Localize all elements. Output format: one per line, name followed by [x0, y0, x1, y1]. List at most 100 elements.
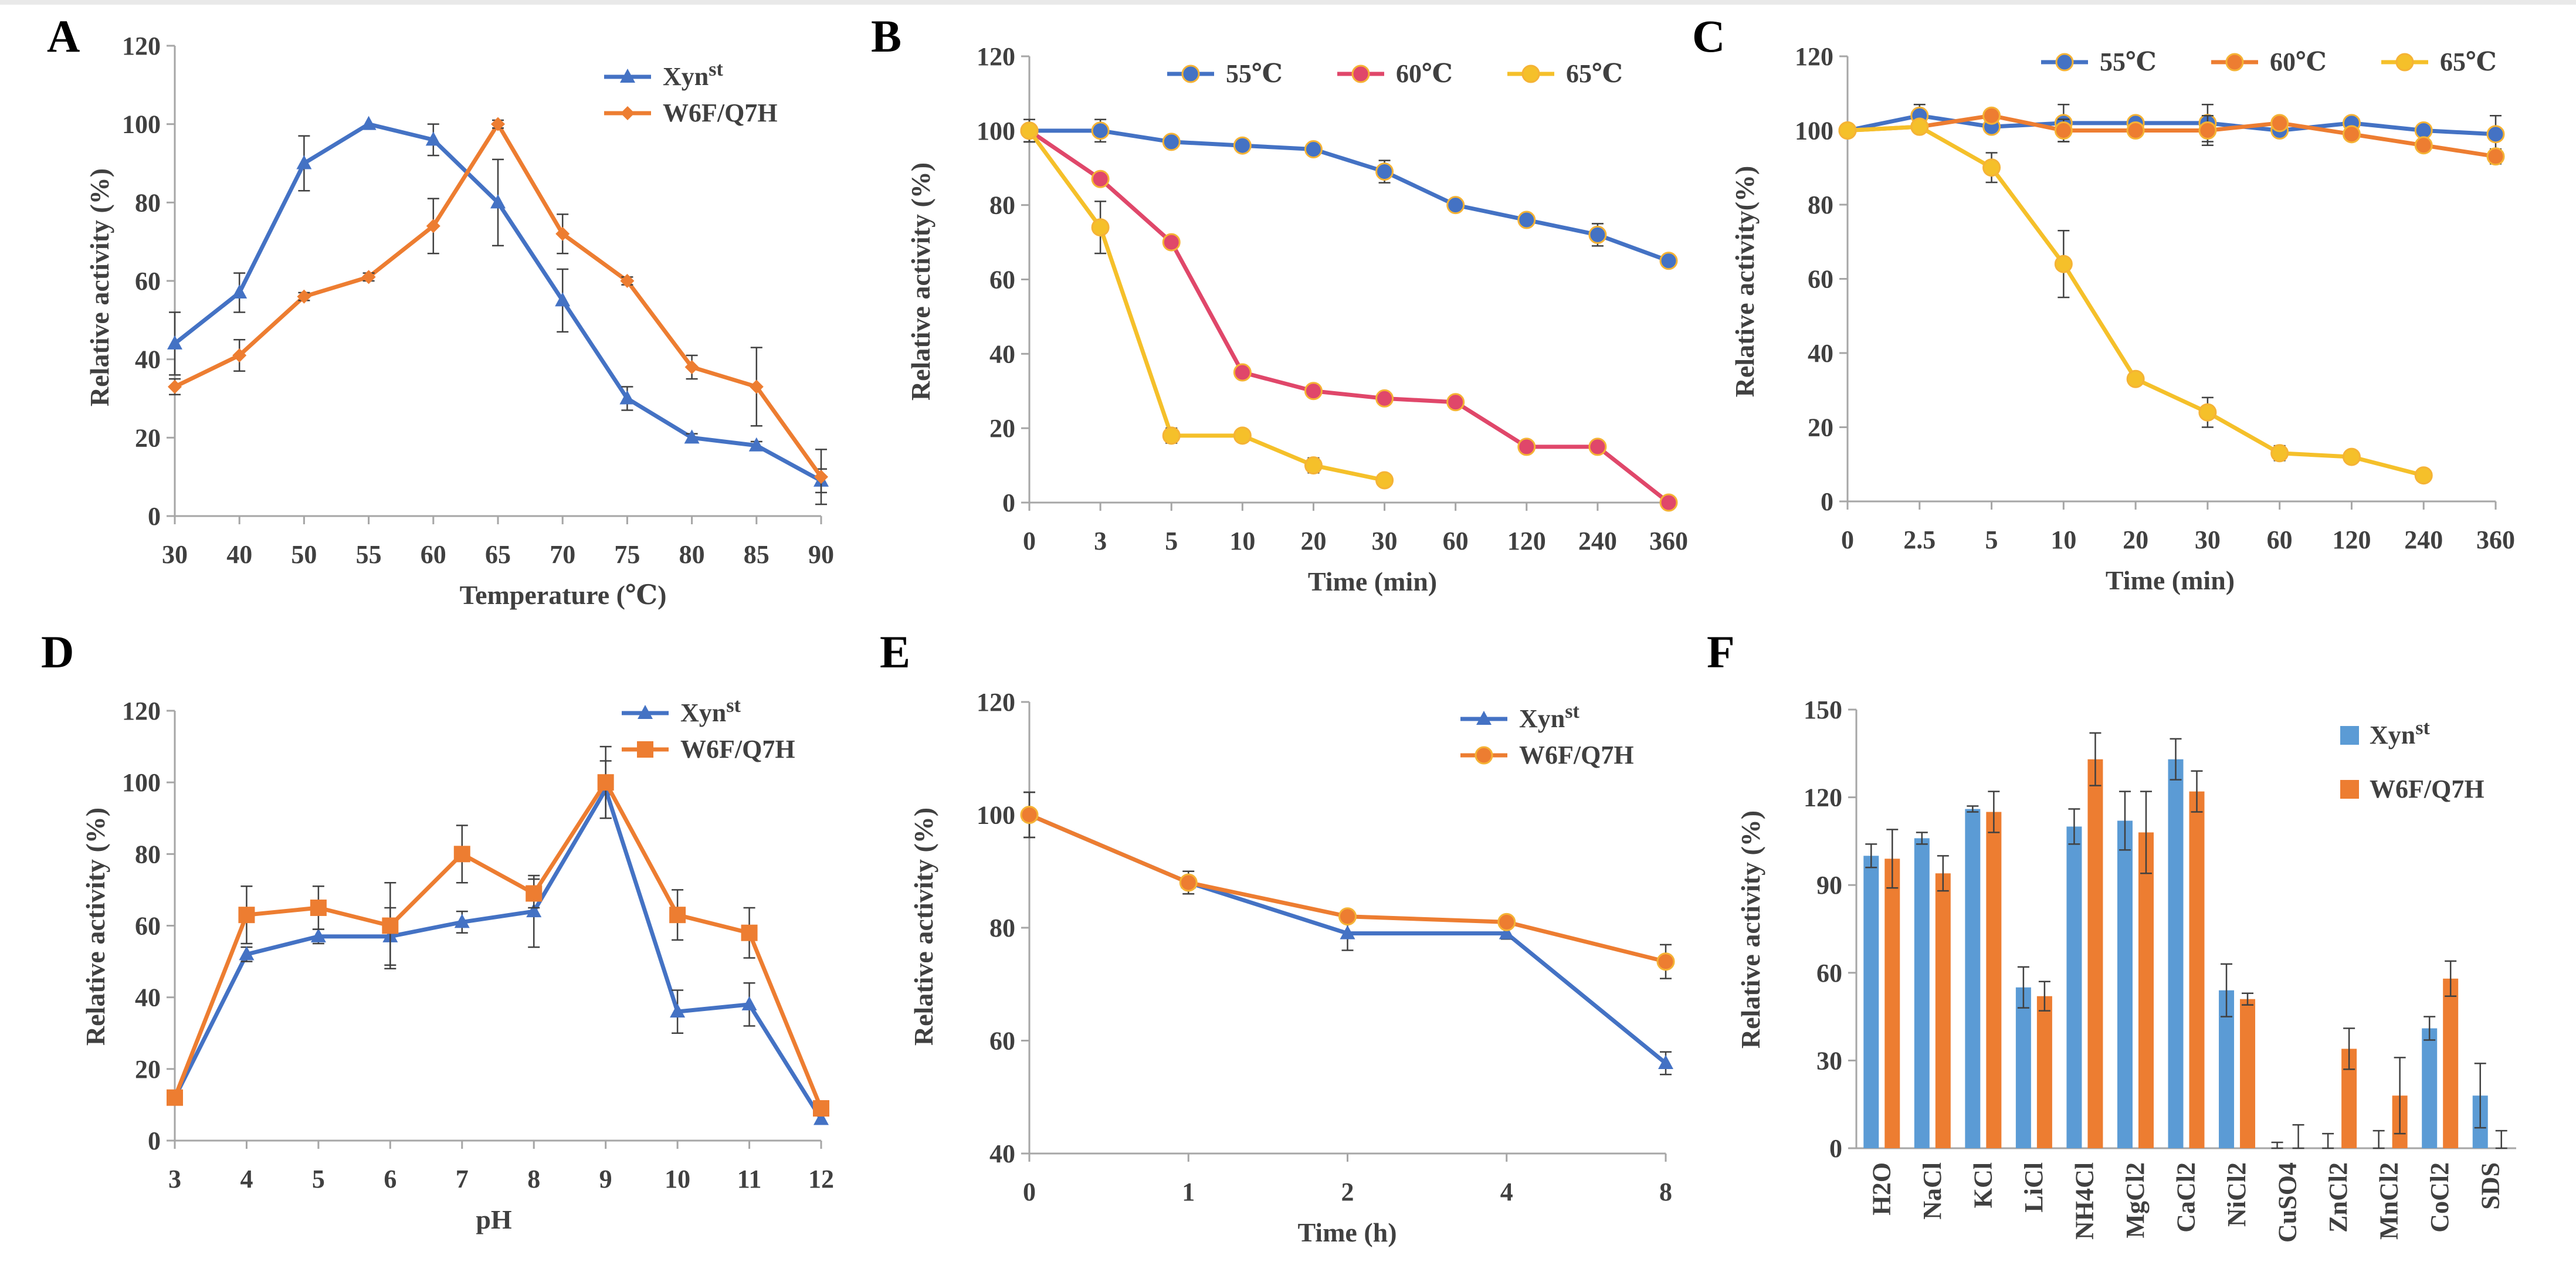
- y-tick-label: 80: [989, 191, 1015, 220]
- data-point: [526, 885, 543, 902]
- y-tick-label: 80: [1808, 191, 1833, 219]
- data-point: [168, 379, 182, 394]
- data-point: [454, 914, 470, 928]
- y-tick-label: 40: [1808, 339, 1833, 368]
- bar: [1935, 873, 1951, 1148]
- data-point: [426, 219, 440, 233]
- x-tick-label: 0: [1023, 527, 1036, 555]
- data-point: [1659, 493, 1678, 512]
- x-category-label: H2O: [1867, 1162, 1896, 1215]
- data-point: [1838, 121, 1857, 140]
- x-category-label: NH4Cl: [2070, 1162, 2099, 1240]
- data-point: [1588, 437, 1607, 456]
- data-point: [2198, 121, 2217, 140]
- data-point: [670, 1003, 686, 1018]
- panel-letter-e: E: [880, 626, 910, 677]
- data-point: [669, 907, 686, 924]
- data-point: [1659, 252, 1678, 270]
- data-point: [1162, 426, 1181, 445]
- x-category-label: CuSO4: [2273, 1162, 2302, 1243]
- data-point: [749, 379, 764, 394]
- line-series-0: [1022, 791, 1673, 1076]
- data-point: [619, 390, 635, 405]
- x-tick-label: 10: [1229, 527, 1255, 555]
- data-point: [1982, 158, 2001, 177]
- bar: [1986, 812, 2002, 1148]
- data-point: [310, 899, 327, 916]
- data-point: [2054, 255, 2073, 273]
- x-tick-label: 55: [356, 540, 382, 569]
- x-tick-label: 1: [1182, 1178, 1195, 1206]
- panel-letter-d: D: [41, 626, 74, 677]
- data-point: [1656, 952, 1675, 971]
- panel-letter-f: F: [1707, 626, 1735, 677]
- x-tick-label: 30: [1372, 527, 1398, 555]
- legend-label: Xynst: [1519, 701, 1580, 733]
- x-tick-label: 8: [1659, 1178, 1672, 1206]
- y-tick-label: 120: [122, 697, 161, 725]
- legend-marker: [1476, 711, 1492, 725]
- data-point: [1340, 925, 1355, 939]
- data-point: [2342, 125, 2361, 144]
- bar: [2015, 987, 2031, 1148]
- x-tick-label: 2: [1341, 1178, 1354, 1206]
- data-point: [2414, 136, 2433, 155]
- data-point: [813, 1100, 829, 1117]
- data-point: [167, 335, 182, 350]
- data-point: [1304, 382, 1323, 401]
- data-point: [2126, 369, 2145, 388]
- x-tick-label: 80: [679, 540, 705, 569]
- data-point: [2486, 125, 2505, 144]
- x-tick-label: 30: [162, 540, 188, 569]
- x-tick-label: 60: [2267, 525, 2293, 554]
- x-axis-title: Time (min): [2106, 565, 2235, 595]
- x-category-label: ZnCl2: [2324, 1162, 2353, 1233]
- y-tick-label: 100: [122, 768, 161, 797]
- y-tick-label: 40: [989, 1139, 1015, 1168]
- data-point: [1517, 211, 1536, 229]
- x-tick-label: 7: [456, 1165, 469, 1193]
- data-point: [361, 116, 377, 130]
- x-tick-label: 10: [665, 1165, 690, 1193]
- legend-label: Xynst: [663, 59, 723, 91]
- data-point: [2270, 444, 2289, 463]
- data-point: [1091, 218, 1110, 237]
- data-point: [425, 131, 441, 146]
- data-point: [232, 284, 248, 299]
- y-tick-label: 0: [148, 1127, 161, 1155]
- data-point: [1233, 426, 1252, 445]
- y-tick-label: 80: [989, 914, 1015, 942]
- series-line: [1029, 128, 1670, 263]
- bar: [2066, 826, 2082, 1148]
- legend-label: 65℃: [2440, 48, 2497, 76]
- bar: [2168, 759, 2184, 1148]
- y-tick-label: 0: [1829, 1134, 1842, 1163]
- y-tick-label: 40: [135, 983, 161, 1012]
- x-tick-label: 5: [312, 1165, 325, 1193]
- bar: [1914, 838, 1930, 1148]
- x-axis-title: Time (h): [1297, 1217, 1397, 1247]
- series-line: [1847, 124, 2425, 478]
- bar: [2036, 996, 2052, 1148]
- legend-marker: [1181, 65, 1200, 83]
- line-series-1: [1020, 118, 1678, 512]
- data-point: [1304, 140, 1323, 159]
- chart-panel-b: 0 20 40 60 80 100 120 0 3 5 10 20 30 60 120 240 360 Relat…: [906, 42, 1688, 596]
- data-point: [1179, 873, 1198, 892]
- y-tick-label: 100: [122, 110, 161, 139]
- bar: [2138, 832, 2154, 1148]
- panel-letters: A B C D E F: [41, 11, 1735, 677]
- y-axis-title: Relative activity (%): [906, 162, 936, 401]
- data-point: [620, 274, 635, 288]
- legend-marker: [2055, 53, 2074, 72]
- chart-panel-c: 0 20 40 60 80 100 120 0 2.5 5 10 20 30 60 120 240 360 Rel…: [1730, 42, 2515, 595]
- data-point: [238, 907, 255, 924]
- y-tick-label: 80: [135, 840, 161, 869]
- data-point: [1233, 363, 1252, 382]
- legend-label: 65℃: [1566, 59, 1623, 88]
- y-axis-title: Relative activity (%): [909, 808, 938, 1046]
- data-point: [2414, 466, 2433, 485]
- data-point: [526, 903, 542, 918]
- data-point: [1499, 925, 1514, 939]
- legend-label: 55℃: [2100, 48, 2157, 76]
